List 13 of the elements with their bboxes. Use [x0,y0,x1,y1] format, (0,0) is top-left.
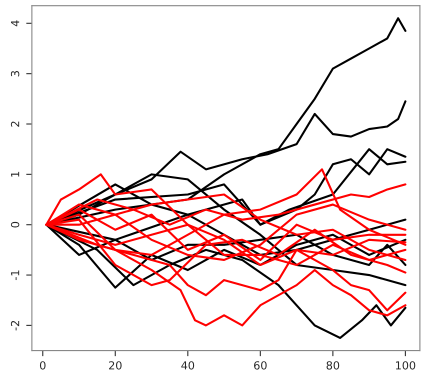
x-tick-label: 0 [40,361,46,370]
x-tick-label: 60 [254,361,267,370]
y-tick-label: 1 [11,172,20,177]
y-tick-label: 3 [10,71,20,76]
x-tick-label: 100 [396,361,416,370]
x-tick-label: 80 [326,361,340,370]
y-tick-label: -2 [10,320,20,330]
y-tick-label: -1 [11,270,20,280]
y-tick-label: 2 [10,122,20,127]
y-tick-label: 0 [10,222,20,228]
x-tick-label: 20 [109,361,122,370]
y-tick-label: 4 [11,20,20,26]
x-tick-label: 40 [181,361,194,370]
